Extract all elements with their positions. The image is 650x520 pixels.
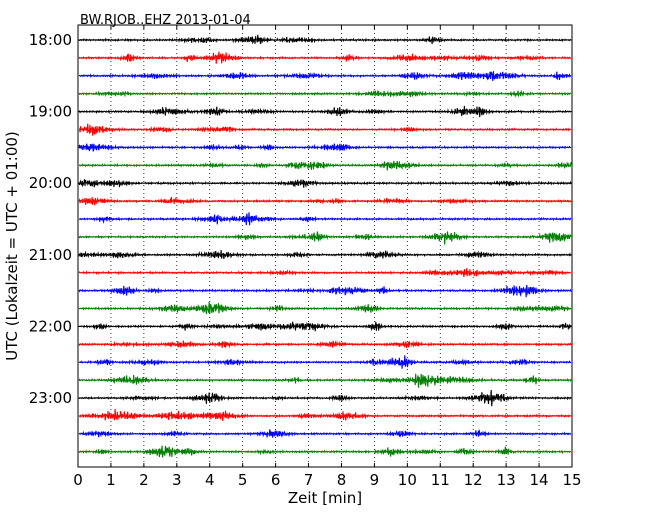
seismic-trace (78, 373, 572, 388)
seismic-trace (78, 445, 572, 458)
seismic-trace (78, 429, 572, 438)
seismic-trace (78, 179, 572, 188)
x-axis: 0 1 2 3 4 5 6 7 8 9 10 11 12 13 14 15 (73, 25, 582, 489)
x-tick-label: 10 (398, 471, 417, 489)
x-tick-label: 13 (497, 471, 516, 489)
x-tick-label: 14 (530, 471, 549, 489)
x-tick-label: 1 (106, 471, 116, 489)
x-tick-label: 5 (238, 471, 248, 489)
x-axis-title: Zeit [min] (288, 489, 362, 507)
seismic-trace (78, 71, 572, 82)
y-tick-label: 20:00 (29, 174, 72, 192)
x-tick-label: 2 (139, 471, 149, 489)
y-tick-label: 23:00 (29, 389, 72, 407)
y-tick-label: 22:00 (29, 317, 72, 335)
seismic-trace (78, 212, 572, 226)
x-tick-label: 11 (431, 471, 450, 489)
x-tick-label: 12 (464, 471, 483, 489)
seismic-trace (78, 408, 572, 422)
x-tick-label: 8 (337, 471, 347, 489)
y-axis-title: UTC (Lokalzeit = UTC + 01:00) (3, 131, 21, 361)
seismic-trace (78, 89, 572, 98)
x-tick-label: 9 (370, 471, 380, 489)
y-tick-label: 19:00 (29, 103, 72, 121)
seismic-trace (78, 143, 572, 152)
plot-frame (77, 24, 573, 468)
chart-title: BW.RJOB..EHZ 2013-01-04 (80, 13, 251, 28)
seismic-trace (78, 389, 572, 407)
seismic-trace (78, 268, 572, 277)
seismic-trace (78, 34, 572, 45)
y-axis: 18:00 19:00 20:00 21:00 22:00 23:00 (29, 31, 572, 407)
x-tick-label: 7 (304, 471, 314, 489)
seismic-trace (78, 196, 572, 206)
trace-group (78, 34, 572, 458)
x-tick-label: 15 (562, 471, 581, 489)
y-tick-label: 21:00 (29, 246, 72, 264)
vertical-grid (110, 25, 540, 467)
x-tick-label: 6 (271, 471, 281, 489)
x-tick-label: 4 (205, 471, 215, 489)
seismic-trace (78, 340, 572, 349)
seismic-trace (78, 105, 572, 118)
x-tick-label: 0 (73, 471, 83, 489)
seismic-trace (78, 160, 572, 171)
y-tick-label: 18:00 (29, 31, 72, 49)
seismic-trace (78, 51, 572, 64)
x-tick-label: 3 (172, 471, 182, 489)
seismic-trace (78, 123, 572, 136)
seismic-trace (78, 301, 572, 314)
seismic-trace (78, 355, 572, 369)
seismic-trace (78, 249, 572, 260)
seismic-trace (78, 284, 572, 298)
seismic-trace (78, 321, 572, 332)
seismic-trace (78, 231, 572, 245)
